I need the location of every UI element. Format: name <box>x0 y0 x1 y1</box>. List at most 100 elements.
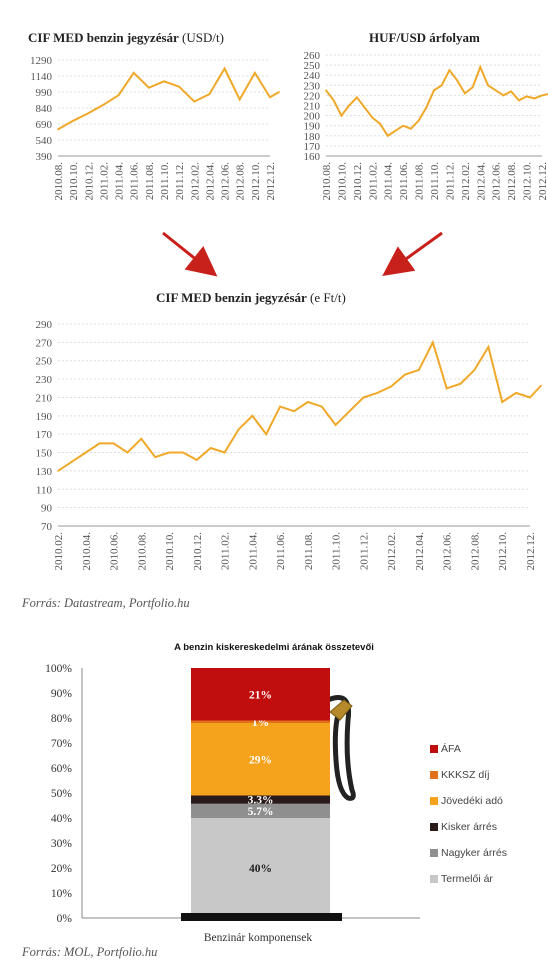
chart3-xtick: 2010.06. <box>109 532 121 571</box>
chart4-xlabel: Benzinár komponensek <box>204 932 313 944</box>
chart2-xtick: 2012.12. <box>537 162 548 201</box>
chart3-xtick: 2010.04. <box>81 532 93 571</box>
chart1-data-point <box>178 85 180 88</box>
chart1-xtick: 2011.06. <box>129 162 141 200</box>
pump-nozzle-icon <box>329 699 353 721</box>
chart3-data-point <box>223 451 226 454</box>
chart3-data-point <box>362 396 365 399</box>
chart3-data-point <box>196 459 198 461</box>
chart3-data-point <box>209 447 212 449</box>
chart3-ytick: 130 <box>36 466 53 478</box>
chart2-ytick: 190 <box>304 121 321 133</box>
chart3-data-point <box>334 424 337 426</box>
chart1-xtick: 2012.02. <box>189 162 201 201</box>
chart3-data-point <box>390 385 392 388</box>
pump-base <box>181 913 342 921</box>
chart3-data-point <box>418 369 420 371</box>
chart1-unit: (USD/t) <box>182 30 224 45</box>
chart1-title: CIF MED benzin jegyzésár (USD/t) <box>28 30 224 46</box>
chart2-xtick: 2011.12. <box>444 162 456 200</box>
chart3-ytick: 230 <box>36 374 53 386</box>
chart1-series-line <box>57 66 280 131</box>
chart1-ytick: 840 <box>36 103 53 115</box>
chart2-data-point <box>487 84 489 87</box>
chart2-ytick: 210 <box>304 101 321 113</box>
chart4-data-label: 5.7% <box>248 806 274 818</box>
chart1-data-point <box>163 80 165 83</box>
chart3-data-point <box>307 401 309 403</box>
chart1-data-point <box>254 72 256 74</box>
chart1-data-point <box>269 96 271 99</box>
chart2-xtick: 2012.04. <box>475 162 487 201</box>
chart3-data-point <box>348 410 351 413</box>
chart3-data-point <box>404 373 406 376</box>
chart3-ytick: 70 <box>41 521 53 533</box>
pump-hose-icon <box>327 695 356 801</box>
chart2-data-point <box>394 129 397 132</box>
chart2-data-point <box>494 89 497 92</box>
chart3-data-point <box>529 396 531 399</box>
legend-item: KKKSZ díj <box>430 762 507 788</box>
chart3-xtick: 2011.08. <box>303 532 315 570</box>
chart3-data-point <box>237 428 240 431</box>
chart3-data-point <box>182 451 184 454</box>
chart3-ytick: 270 <box>36 337 53 349</box>
chart3-xtick: 2010.02. <box>53 532 65 571</box>
legend-label: Jövedéki adó <box>441 795 503 807</box>
chart1-ytick: 1140 <box>30 71 52 83</box>
legend-item: ÁFA <box>430 736 507 762</box>
chart2-data-point <box>479 66 482 68</box>
chart3-xtick: 2012.10. <box>497 532 509 571</box>
chart2-xtick: 2011.02. <box>367 162 379 200</box>
chart3-ytick: 170 <box>36 429 53 441</box>
chart1-data-point <box>278 91 280 93</box>
chart3-svg: 70 90 110 130 150 170 190 210 230 250 270 290 2010.0… <box>36 319 542 571</box>
chart1-xtick: 2010.12. <box>83 162 95 201</box>
chart3-xtick: 2012.12. <box>525 532 537 571</box>
chart4-ytick: 20% <box>51 863 73 875</box>
chart3-ytick: 150 <box>36 448 53 460</box>
chart2-ytick: 160 <box>304 151 321 163</box>
chart1-xtick: 2011.10. <box>159 162 171 200</box>
chart1-title-text: CIF MED benzin jegyzésár <box>28 30 179 45</box>
legend-item: Termelői ár <box>430 866 507 892</box>
chart1-xtick: 2010.08. <box>53 162 65 201</box>
chart3-data-point <box>126 451 129 454</box>
legend-label: Kisker árrés <box>441 821 498 833</box>
legend-swatch <box>430 771 438 779</box>
chart2-title-text: HUF/USD árfolyam <box>369 30 480 45</box>
source-note-2: Forrás: MOL, Portfolio.hu <box>22 945 158 959</box>
chart1-data-point <box>238 98 241 101</box>
chart3-ytick: 90 <box>41 503 53 515</box>
chart3-xtick: 2011.10. <box>331 532 343 570</box>
chart2-xtick: 2012.08. <box>506 162 518 201</box>
legend-item: Jövedéki adó <box>430 788 507 814</box>
chart2-data-point <box>502 94 505 97</box>
chart4-bar-segment <box>191 720 330 723</box>
legend-item: Nagyker árrés <box>430 840 507 866</box>
chart3-data-point <box>501 401 504 403</box>
legend-label: Termelői ár <box>441 873 493 885</box>
chart3-data-point <box>154 456 156 458</box>
chart4-legend: ÁFA KKKSZ díj Jövedéki adó Kisker árrés Nagy… <box>430 736 507 892</box>
chart2-data-point <box>440 84 443 87</box>
chart2-ytick: 170 <box>304 141 321 153</box>
chart3-xtick: 2011.02. <box>220 532 232 570</box>
chart1-ytick: 540 <box>36 135 53 147</box>
chart1-ytick: 690 <box>36 119 53 131</box>
chart3-data-point <box>98 442 101 445</box>
chart1-ytick: 390 <box>36 151 53 163</box>
arrows <box>162 231 443 277</box>
chart3-data-point <box>168 451 170 454</box>
legend-label: ÁFA <box>441 743 461 755</box>
chart4-ytick: 10% <box>51 888 73 900</box>
chart3-data-point <box>459 382 462 385</box>
chart2-data-point <box>425 106 428 109</box>
chart4-bar-segment <box>191 795 330 804</box>
legend-swatch <box>430 875 438 883</box>
chart3-xtick: 2010.08. <box>136 532 148 571</box>
chart2-data-point <box>371 116 374 119</box>
chart3-data-point <box>515 392 517 394</box>
